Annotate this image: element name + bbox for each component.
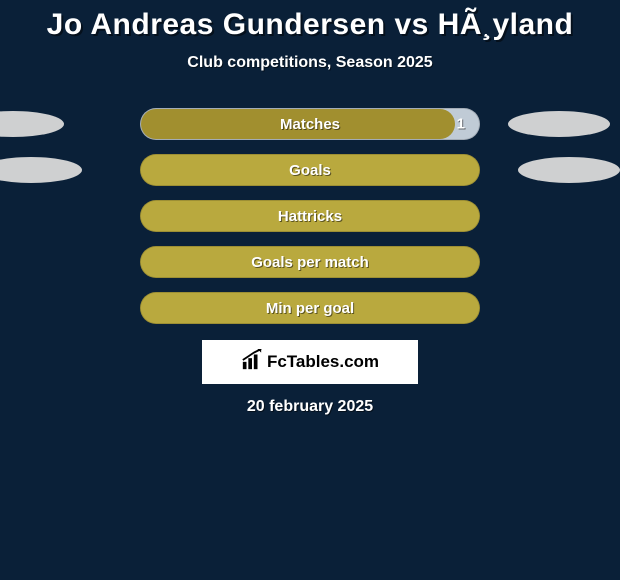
stat-bar: Goals per match (140, 246, 480, 278)
stat-bar-holder: Min per goal (140, 292, 480, 324)
right-ellipse (518, 157, 620, 183)
left-gap (10, 249, 112, 275)
footer-date: 20 february 2025 (0, 398, 620, 416)
left-ellipse (0, 111, 64, 137)
left-gap (10, 295, 112, 321)
stat-bar-holder: Goals per match (140, 246, 480, 278)
stat-bar-holder: Hattricks (140, 200, 480, 232)
stat-bar-holder: Matches 1 (140, 108, 480, 140)
stat-bar-label: Goals per match (251, 254, 369, 271)
right-ellipse (508, 111, 610, 137)
right-gap (508, 203, 610, 229)
stat-bar-label: Min per goal (266, 300, 354, 317)
stat-bar-label: Matches (280, 116, 340, 133)
page-subtitle: Club competitions, Season 2025 (0, 54, 620, 72)
stat-bar-label: Goals (289, 162, 331, 179)
stat-bar-label: Hattricks (278, 208, 342, 225)
stat-row: Min per goal (0, 292, 620, 324)
infographic-root: Jo Andreas Gundersen vs HÃ¸yland Club co… (0, 0, 620, 416)
stat-row: Hattricks (0, 200, 620, 232)
page-title: Jo Andreas Gundersen vs HÃ¸yland (0, 8, 620, 42)
footer-logo-box: FcTables.com (202, 340, 418, 384)
stat-bar: Goals (140, 154, 480, 186)
stat-row: Goals (0, 154, 620, 186)
stat-bar: Hattricks (140, 200, 480, 232)
left-gap (10, 203, 112, 229)
bars-growth-icon (241, 349, 263, 376)
right-gap (508, 295, 610, 321)
stat-row: Matches 1 (0, 108, 620, 140)
stat-bar: Min per goal (140, 292, 480, 324)
stat-bar: Matches 1 (140, 108, 480, 140)
stat-row: Goals per match (0, 246, 620, 278)
footer-logo-text: FcTables.com (267, 352, 379, 372)
right-gap (508, 249, 610, 275)
stat-bar-value: 1 (457, 116, 465, 133)
stat-bar-holder: Goals (140, 154, 480, 186)
stats-area: Matches 1 Goals Hattricks Goals per match Min… (0, 108, 620, 324)
left-ellipse (0, 157, 82, 183)
